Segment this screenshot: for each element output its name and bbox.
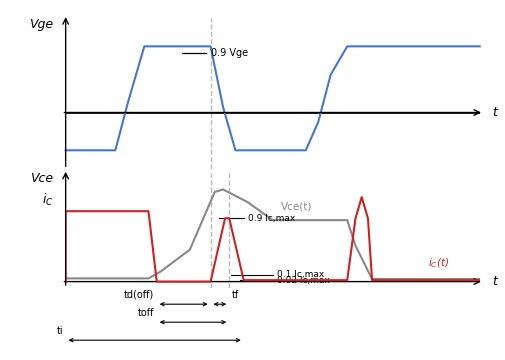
Text: Vce: Vce [30,171,53,185]
Text: Vce(t): Vce(t) [281,201,313,211]
Text: $i_C$: $i_C$ [42,192,53,208]
Text: $i_C$(t): $i_C$(t) [428,256,449,270]
Text: t: t [492,275,497,288]
Text: 0.02 Ic,max: 0.02 Ic,max [277,276,330,285]
Text: td(off): td(off) [124,290,154,300]
Text: 0.9 Vge: 0.9 Vge [211,48,248,58]
Text: Vge: Vge [29,18,53,31]
Text: 0.9 Ic,max: 0.9 Ic,max [248,214,295,223]
Text: ti: ti [57,326,63,336]
Text: toff: toff [138,308,154,318]
Text: 0.1 Ic,max: 0.1 Ic,max [277,270,324,279]
Text: t: t [492,106,497,119]
Text: tf: tf [232,290,239,300]
